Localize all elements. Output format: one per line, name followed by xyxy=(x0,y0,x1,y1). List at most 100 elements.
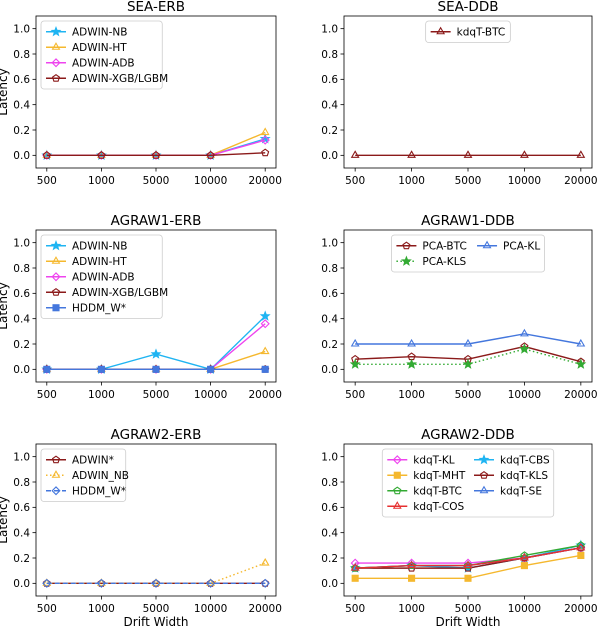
legend-label: kdqT-COS xyxy=(413,501,464,513)
data-point xyxy=(151,578,161,588)
legend-label: ADWIN-ADB xyxy=(72,272,135,284)
y-tick-label: 0.4 xyxy=(321,527,338,539)
legend-entry: PCA-KL xyxy=(477,241,540,253)
series-kdqt-btc xyxy=(350,150,586,158)
series-adwin-nb xyxy=(41,310,271,374)
legend-entry: ADWIN-NB xyxy=(46,240,127,253)
data-point xyxy=(150,348,162,359)
legend-entry: ADWIN-NB xyxy=(46,26,127,39)
y-tick-label: 0.4 xyxy=(13,313,30,325)
data-point xyxy=(520,328,529,337)
data-point xyxy=(42,151,51,159)
chart-title: AGRAW1-ERB xyxy=(111,213,202,229)
legend-box xyxy=(391,234,545,273)
data-point xyxy=(349,358,361,369)
chart-title: AGRAW2-ERB xyxy=(111,427,202,443)
legend-label: ADWIN-XGB/LGBM xyxy=(72,73,168,85)
legend-marker xyxy=(51,486,61,496)
data-point xyxy=(260,319,270,329)
x-tick-label: 1000 xyxy=(398,603,425,615)
data-point xyxy=(520,552,529,561)
y-tick-label: 0.8 xyxy=(13,477,30,489)
data-point xyxy=(463,338,473,347)
x-tick-label: 20000 xyxy=(564,175,597,187)
legend-marker xyxy=(51,272,61,282)
legend-label: PCA-BTC xyxy=(422,241,466,253)
data-point xyxy=(576,150,586,158)
data-point xyxy=(206,578,216,586)
legend-box xyxy=(40,448,127,502)
series-line xyxy=(355,333,581,345)
legend-label: ADWIN-NB xyxy=(72,241,127,253)
data-point xyxy=(518,343,530,354)
legend-entry: PCA-KLS xyxy=(396,255,467,268)
legend-entry: kdqT-KLS xyxy=(474,470,548,482)
data-point xyxy=(260,578,270,588)
y-tick-label: 1.0 xyxy=(321,23,338,35)
x-tick-label: 10000 xyxy=(194,389,227,401)
data-point xyxy=(261,148,270,157)
legend-entry: ADWIN-XGB/LGBM xyxy=(46,287,168,299)
legend-label: PCA-KL xyxy=(503,241,540,253)
y-tick-label: 1.0 xyxy=(321,237,338,249)
y-tick-label: 0.6 xyxy=(321,288,338,300)
data-point xyxy=(463,560,473,569)
y-tick-label: 0.2 xyxy=(13,125,30,137)
legend-marker xyxy=(50,26,62,37)
x-axis-label: Drift Width xyxy=(124,615,189,626)
x-tick-label: 1000 xyxy=(398,175,425,187)
legend-marker xyxy=(51,256,61,264)
y-axis-label: Latency xyxy=(0,68,10,115)
x-tick-label: 20000 xyxy=(564,389,597,401)
y-tick-label: 0.6 xyxy=(321,74,338,86)
data-point xyxy=(462,358,474,369)
x-tick-label: 5000 xyxy=(455,389,482,401)
legend-label: ADWIN-HT xyxy=(72,42,127,54)
x-tick-label: 5000 xyxy=(455,175,482,187)
chart-title: AGRAW1-DDB xyxy=(421,213,515,229)
data-point xyxy=(206,151,215,159)
legend-entry: ADWIN-HT xyxy=(46,256,127,268)
x-tick-label: 500 xyxy=(345,175,365,187)
data-point xyxy=(260,127,270,136)
x-tick-label: 1000 xyxy=(88,389,115,401)
legend-marker xyxy=(400,255,412,266)
legend-marker xyxy=(52,304,60,312)
legend-marker xyxy=(392,501,402,509)
data-point xyxy=(42,150,52,158)
data-point xyxy=(260,135,270,145)
y-tick-label: 0.2 xyxy=(321,553,338,565)
x-tick-label: 5000 xyxy=(143,603,170,615)
x-tick-label: 10000 xyxy=(194,603,227,615)
y-tick-label: 0.0 xyxy=(321,578,338,590)
data-point xyxy=(151,150,161,158)
y-tick-label: 0.4 xyxy=(321,99,338,111)
data-point xyxy=(97,365,105,373)
legend-label: kdqT-SE xyxy=(500,486,542,498)
legend-marker xyxy=(51,470,61,478)
data-point xyxy=(350,150,360,158)
data-point xyxy=(259,310,271,321)
legend-label: HDDM_W* xyxy=(72,486,126,498)
subplot-3: AGRAW1-ERB 0.0 0.2 0.4 0.6 0.8 1.0 500 1000 5000 1… xyxy=(0,213,282,401)
y-tick-label: 0.0 xyxy=(13,578,30,590)
data-point xyxy=(463,150,473,158)
legend-entry: ADWIN-ADB xyxy=(46,58,135,70)
y-tick-label: 0.8 xyxy=(13,263,30,275)
y-tick-label: 0.0 xyxy=(13,364,30,376)
series-line xyxy=(355,547,581,569)
legend-entry: kdqT-COS xyxy=(387,501,465,513)
legend-entry: ADWIN* xyxy=(46,455,114,467)
y-tick-label: 1.0 xyxy=(13,23,30,35)
legend-label: kdqT-MHT xyxy=(413,470,466,482)
legend-label: kdqT-BTC xyxy=(413,486,462,498)
data-point xyxy=(96,578,106,588)
legend-marker xyxy=(51,287,61,296)
subplot-5: AGRAW2-ERB 0.0 0.2 0.4 0.6 0.8 1.0 500 1000 5000 1… xyxy=(0,427,282,626)
legend: ADWIN* ADWIN_NB HDDM_W* xyxy=(40,448,129,502)
series-adwin-xgb-lgbm xyxy=(42,148,270,159)
legend-label: kdqT-CBS xyxy=(500,455,550,467)
y-tick-label: 0.0 xyxy=(13,150,30,162)
legend-box xyxy=(40,20,163,90)
